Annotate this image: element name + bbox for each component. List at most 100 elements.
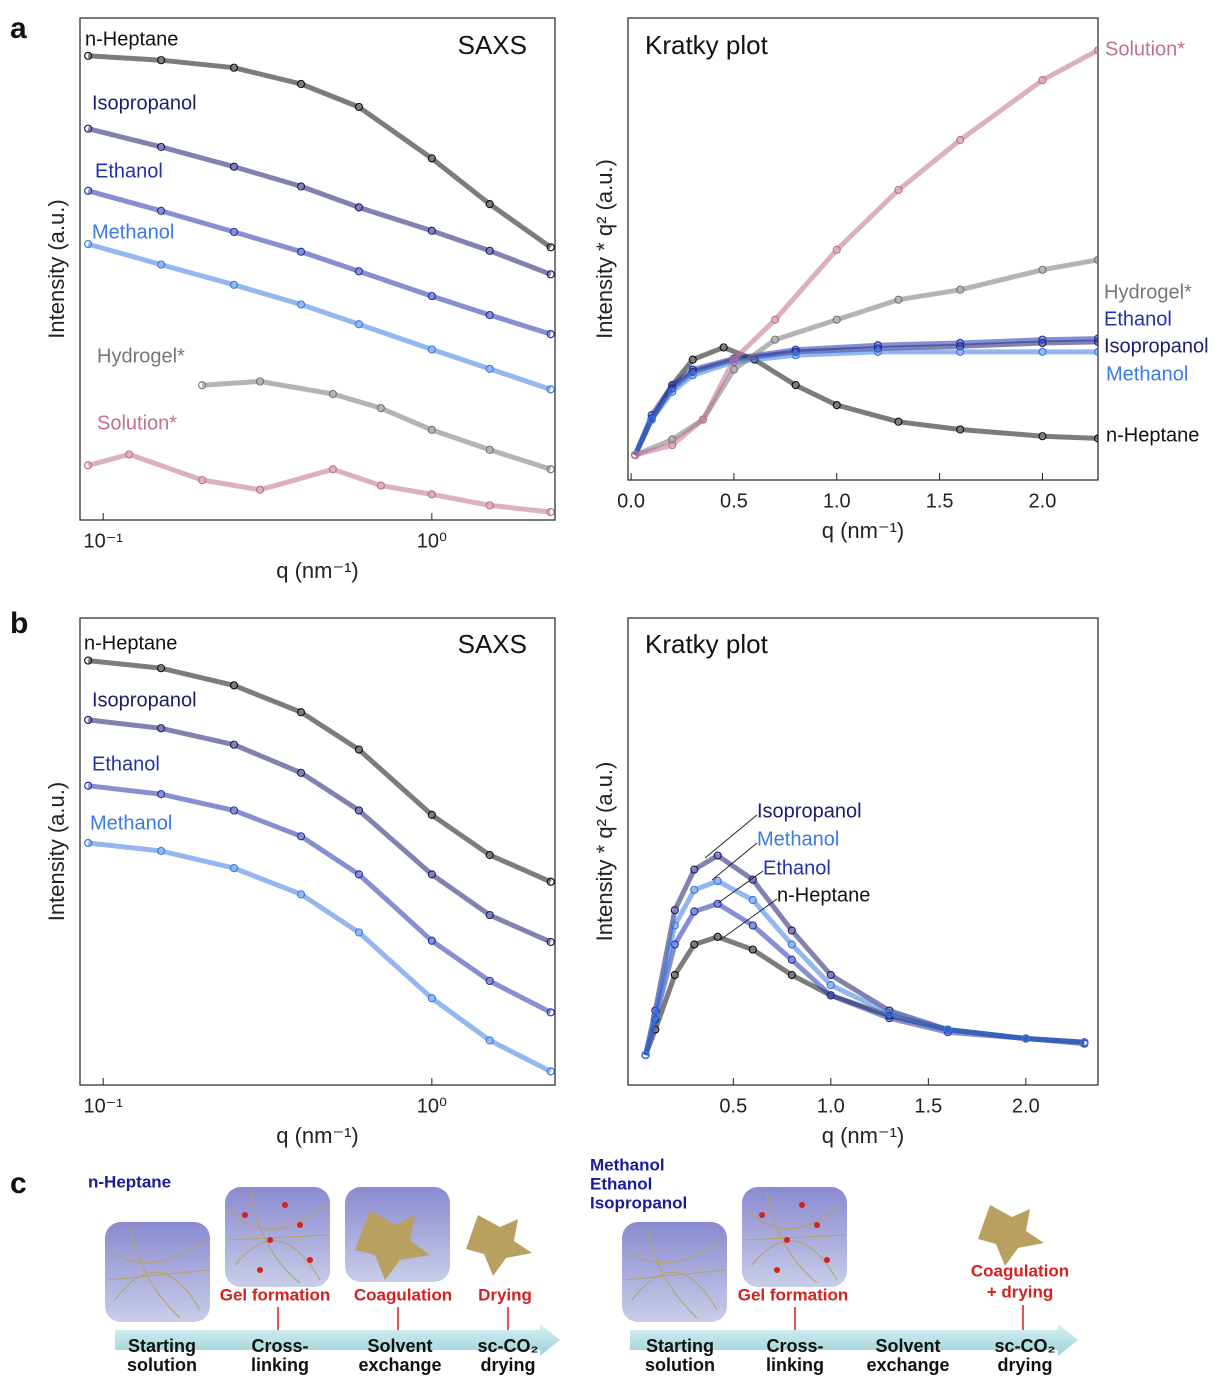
- data-point: [354, 745, 364, 754]
- event-label: Gel formation: [738, 1285, 849, 1304]
- x-tick-label: 10⁻¹: [83, 1095, 123, 1117]
- data-point: [376, 481, 386, 490]
- data-point: [1093, 347, 1098, 356]
- data-point: [894, 295, 903, 304]
- plot-frame: [627, 17, 1099, 481]
- series-line: [632, 349, 1098, 457]
- step-label: sc-CO₂: [477, 1336, 538, 1356]
- series-label: Methanol: [92, 221, 174, 243]
- data-point: [84, 186, 93, 195]
- solvent-label: Isopropanol: [590, 1193, 687, 1212]
- data-point: [688, 355, 697, 364]
- data-point: [354, 320, 364, 329]
- data-point: [546, 270, 555, 279]
- data-point: [748, 875, 757, 884]
- data-point: [485, 1036, 494, 1045]
- data-point: [690, 885, 699, 894]
- data-point: [156, 790, 166, 799]
- data-point: [229, 227, 239, 237]
- data-point: [641, 1050, 650, 1060]
- data-point: [546, 937, 555, 947]
- x-tick-label: 0.0: [617, 490, 645, 512]
- series-label: Ethanol: [95, 160, 163, 182]
- x-tick-label: 10⁰: [417, 1095, 447, 1117]
- data-point: [296, 300, 306, 309]
- data-point: [427, 870, 436, 879]
- series-line: [632, 339, 1098, 457]
- series-label: Methanol: [90, 812, 172, 834]
- data-point: [328, 389, 338, 399]
- data-point: [729, 355, 739, 364]
- plot-area: [84, 51, 555, 517]
- data-point: [84, 656, 93, 665]
- data-point: [894, 417, 903, 426]
- data-point: [713, 876, 722, 886]
- chart-title: Kratky plot: [645, 629, 769, 659]
- aggregate: [978, 1205, 1044, 1266]
- data-point: [125, 450, 134, 459]
- data-point: [485, 445, 494, 454]
- data-point: [427, 345, 436, 354]
- step-label: linking: [251, 1355, 309, 1375]
- data-point: [826, 970, 835, 980]
- plot-area: [84, 656, 555, 1076]
- data-point: [485, 501, 494, 510]
- series-line: [632, 344, 1098, 457]
- y-axis-label: Intensity * q² (a.u.): [592, 762, 617, 942]
- series-label: n-Heptane: [85, 28, 178, 50]
- data-point: [943, 1025, 952, 1034]
- data-point: [354, 267, 364, 276]
- data-point: [84, 781, 93, 790]
- data-point: [826, 981, 835, 990]
- data-point: [427, 154, 436, 163]
- panel-label: b: [10, 607, 28, 640]
- step-label: exchange: [866, 1355, 949, 1375]
- gel-box: [225, 1187, 330, 1287]
- step-label: Starting: [646, 1336, 714, 1356]
- data-point: [770, 335, 780, 344]
- data-point: [956, 425, 965, 434]
- schematic-left: n-Heptane Gel formation Coagulation Dryi…: [88, 1172, 560, 1356]
- data-point: [1093, 255, 1098, 264]
- series-line: [634, 47, 1098, 458]
- step-label: Solvent: [875, 1336, 940, 1356]
- series-line: [88, 53, 553, 250]
- data-point: [1038, 265, 1047, 274]
- leader-line: [711, 842, 758, 881]
- x-axis-label: q (nm⁻¹): [276, 1123, 359, 1148]
- series-label: Isopropanol: [757, 800, 862, 822]
- data-point: [1038, 335, 1047, 344]
- step-label: solution: [645, 1355, 715, 1375]
- data-point: [826, 991, 835, 1000]
- solvent-label: Methanol: [590, 1155, 665, 1174]
- leader-line: [719, 898, 778, 941]
- crosslinks: [242, 1202, 313, 1273]
- series-line: [87, 658, 552, 885]
- data-point: [546, 1067, 555, 1076]
- data-point: [229, 63, 239, 72]
- data-point: [485, 976, 494, 986]
- data-point: [156, 206, 166, 215]
- data-point: [546, 385, 555, 394]
- step-label: sc-CO₂: [994, 1336, 1055, 1356]
- plot-frame: [79, 617, 556, 1086]
- data-point: [1038, 76, 1047, 85]
- x-tick-label: 1.0: [823, 490, 851, 512]
- data-point: [156, 142, 166, 152]
- x-tick-label: 1.0: [817, 1095, 845, 1117]
- data-point: [647, 415, 656, 424]
- event-arrows: [277, 1307, 509, 1330]
- step-label: Starting: [128, 1336, 196, 1356]
- gel-box: [742, 1187, 847, 1287]
- series-label: Ethanol: [763, 857, 831, 879]
- step-label: Cross-: [766, 1336, 823, 1356]
- data-point: [1021, 1034, 1030, 1043]
- x-tick-label: 0.5: [719, 1095, 747, 1117]
- data-point: [546, 243, 555, 252]
- fiber-network: [107, 1227, 209, 1319]
- series-line: [87, 188, 552, 337]
- data-point: [427, 994, 436, 1003]
- data-point: [546, 330, 555, 339]
- data-point: [229, 162, 239, 171]
- series-label: n-Heptane: [777, 884, 870, 906]
